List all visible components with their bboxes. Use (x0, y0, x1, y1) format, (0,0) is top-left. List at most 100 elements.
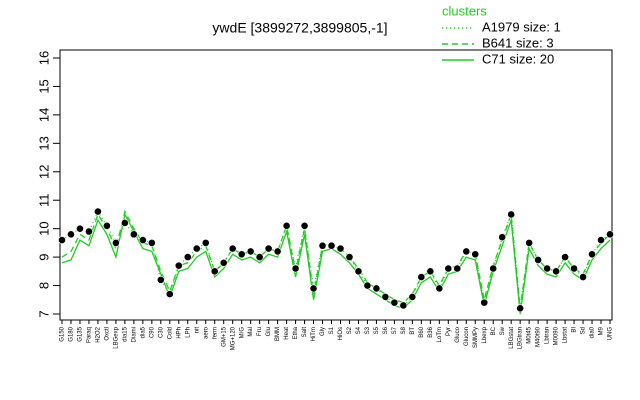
x-tick-label: S7 (392, 326, 398, 334)
data-point (336, 244, 345, 253)
x-tick-label: S4 (356, 326, 362, 334)
x-tick-label: G135 (78, 326, 84, 341)
x-tick-label: Heat (284, 327, 290, 340)
data-point (264, 244, 273, 253)
x-tick-label: Lbstat (563, 327, 569, 344)
x-tick-label: Lbexp (482, 326, 488, 343)
data-point (399, 301, 408, 310)
x-tick-label: UNG (608, 327, 614, 341)
x-tick-label: H2O2 (96, 326, 102, 342)
data-point (138, 236, 147, 244)
data-point (318, 241, 327, 250)
x-tick-label: nit (194, 327, 200, 334)
legend-label: A1979 size: 1 (482, 19, 561, 34)
data-point (192, 244, 201, 253)
data-point (129, 230, 138, 239)
plot-frame (59, 49, 613, 321)
data-point (498, 233, 507, 242)
x-tick-label: M9 (599, 326, 605, 335)
data-point (435, 284, 444, 293)
x-tick-label: Glu (266, 327, 272, 336)
data-point (210, 267, 219, 276)
data-point (76, 224, 84, 233)
data-point (282, 221, 291, 230)
x-tick-label: Pyr (446, 327, 452, 336)
data-point (273, 247, 282, 256)
data-point (327, 241, 336, 250)
data-point (156, 275, 165, 284)
x-tick-label: LBGstat (509, 327, 515, 349)
y-tick-label: 7 (36, 310, 51, 317)
x-tick-label: Salt (302, 327, 308, 338)
data-point (103, 221, 111, 230)
x-tick-label: B60 (419, 326, 425, 337)
x-tick-label: BC (491, 326, 497, 335)
x-tick-label: ferm (212, 327, 218, 339)
data-point (462, 247, 471, 256)
legend-label: B641 size: 3 (482, 35, 554, 50)
data-point (561, 253, 569, 262)
x-tick-label: Diami (131, 327, 137, 342)
data-point (552, 267, 560, 276)
x-tick-label: Sw (500, 326, 506, 335)
data-point (588, 250, 596, 259)
x-tick-label: B36 (428, 326, 434, 337)
x-tick-label: G180 (69, 326, 75, 341)
data-point (94, 207, 102, 216)
data-point (112, 238, 120, 247)
y-tick-label: 8 (36, 282, 51, 289)
x-tick-label: BT (410, 327, 416, 335)
x-tick-label: S5 (374, 326, 380, 334)
data-point (147, 238, 156, 247)
x-tick-label: M0090 (554, 326, 560, 345)
x-tick-label: Sd (581, 327, 587, 334)
x-tick-label: Cold (167, 327, 173, 339)
x-tick-label: dia15 (122, 326, 128, 341)
data-point (480, 298, 489, 307)
cluster-line (61, 212, 611, 315)
y-tick-label: 15 (36, 79, 51, 93)
data-point (67, 230, 75, 239)
x-tick-label: HiOs (338, 327, 344, 340)
data-point (174, 261, 183, 270)
data-point (534, 256, 543, 264)
data-point (246, 247, 255, 256)
x-tick-label: S8 (401, 326, 407, 334)
x-tick-label: LBGtran (518, 327, 524, 349)
data-point (183, 253, 192, 262)
data-point (237, 250, 246, 259)
x-tick-label: SMMPy (473, 327, 479, 348)
chart-title: ywdE [3899272,3899805,-1] (212, 20, 387, 36)
data-point (309, 284, 318, 293)
x-tick-label: C30 (158, 326, 164, 338)
y-tick-label: 14 (36, 108, 51, 122)
x-tick-label: HiTm (311, 327, 317, 341)
data-point (417, 273, 426, 281)
x-tick-label: S2 (347, 326, 353, 334)
y-tick-label: 10 (36, 221, 51, 235)
x-tick-label: BI (572, 327, 578, 333)
x-tick-label: Paraq (87, 327, 93, 343)
x-tick-label: M/G (239, 327, 245, 339)
data-point (219, 258, 228, 267)
data-point (381, 293, 390, 301)
data-point (291, 264, 300, 273)
x-tick-label: Fru (257, 327, 263, 336)
x-tick-label: LoTm (437, 327, 443, 342)
data-point (426, 267, 435, 276)
x-tick-label: MG+120 (230, 326, 236, 350)
x-tick-label: S1 (329, 326, 335, 334)
data-point (444, 264, 453, 273)
x-tick-label: HPh (176, 327, 182, 339)
y-tick-label: 12 (36, 165, 51, 179)
data-point (390, 298, 399, 307)
x-tick-label: dia0 (590, 326, 596, 338)
data-point (85, 227, 93, 236)
data-point (543, 264, 552, 273)
y-tick-label: 9 (36, 253, 51, 260)
x-tick-label: aero (203, 326, 209, 339)
data-point (579, 273, 587, 281)
data-point (300, 221, 309, 230)
x-tick-label: Mal (248, 327, 254, 337)
